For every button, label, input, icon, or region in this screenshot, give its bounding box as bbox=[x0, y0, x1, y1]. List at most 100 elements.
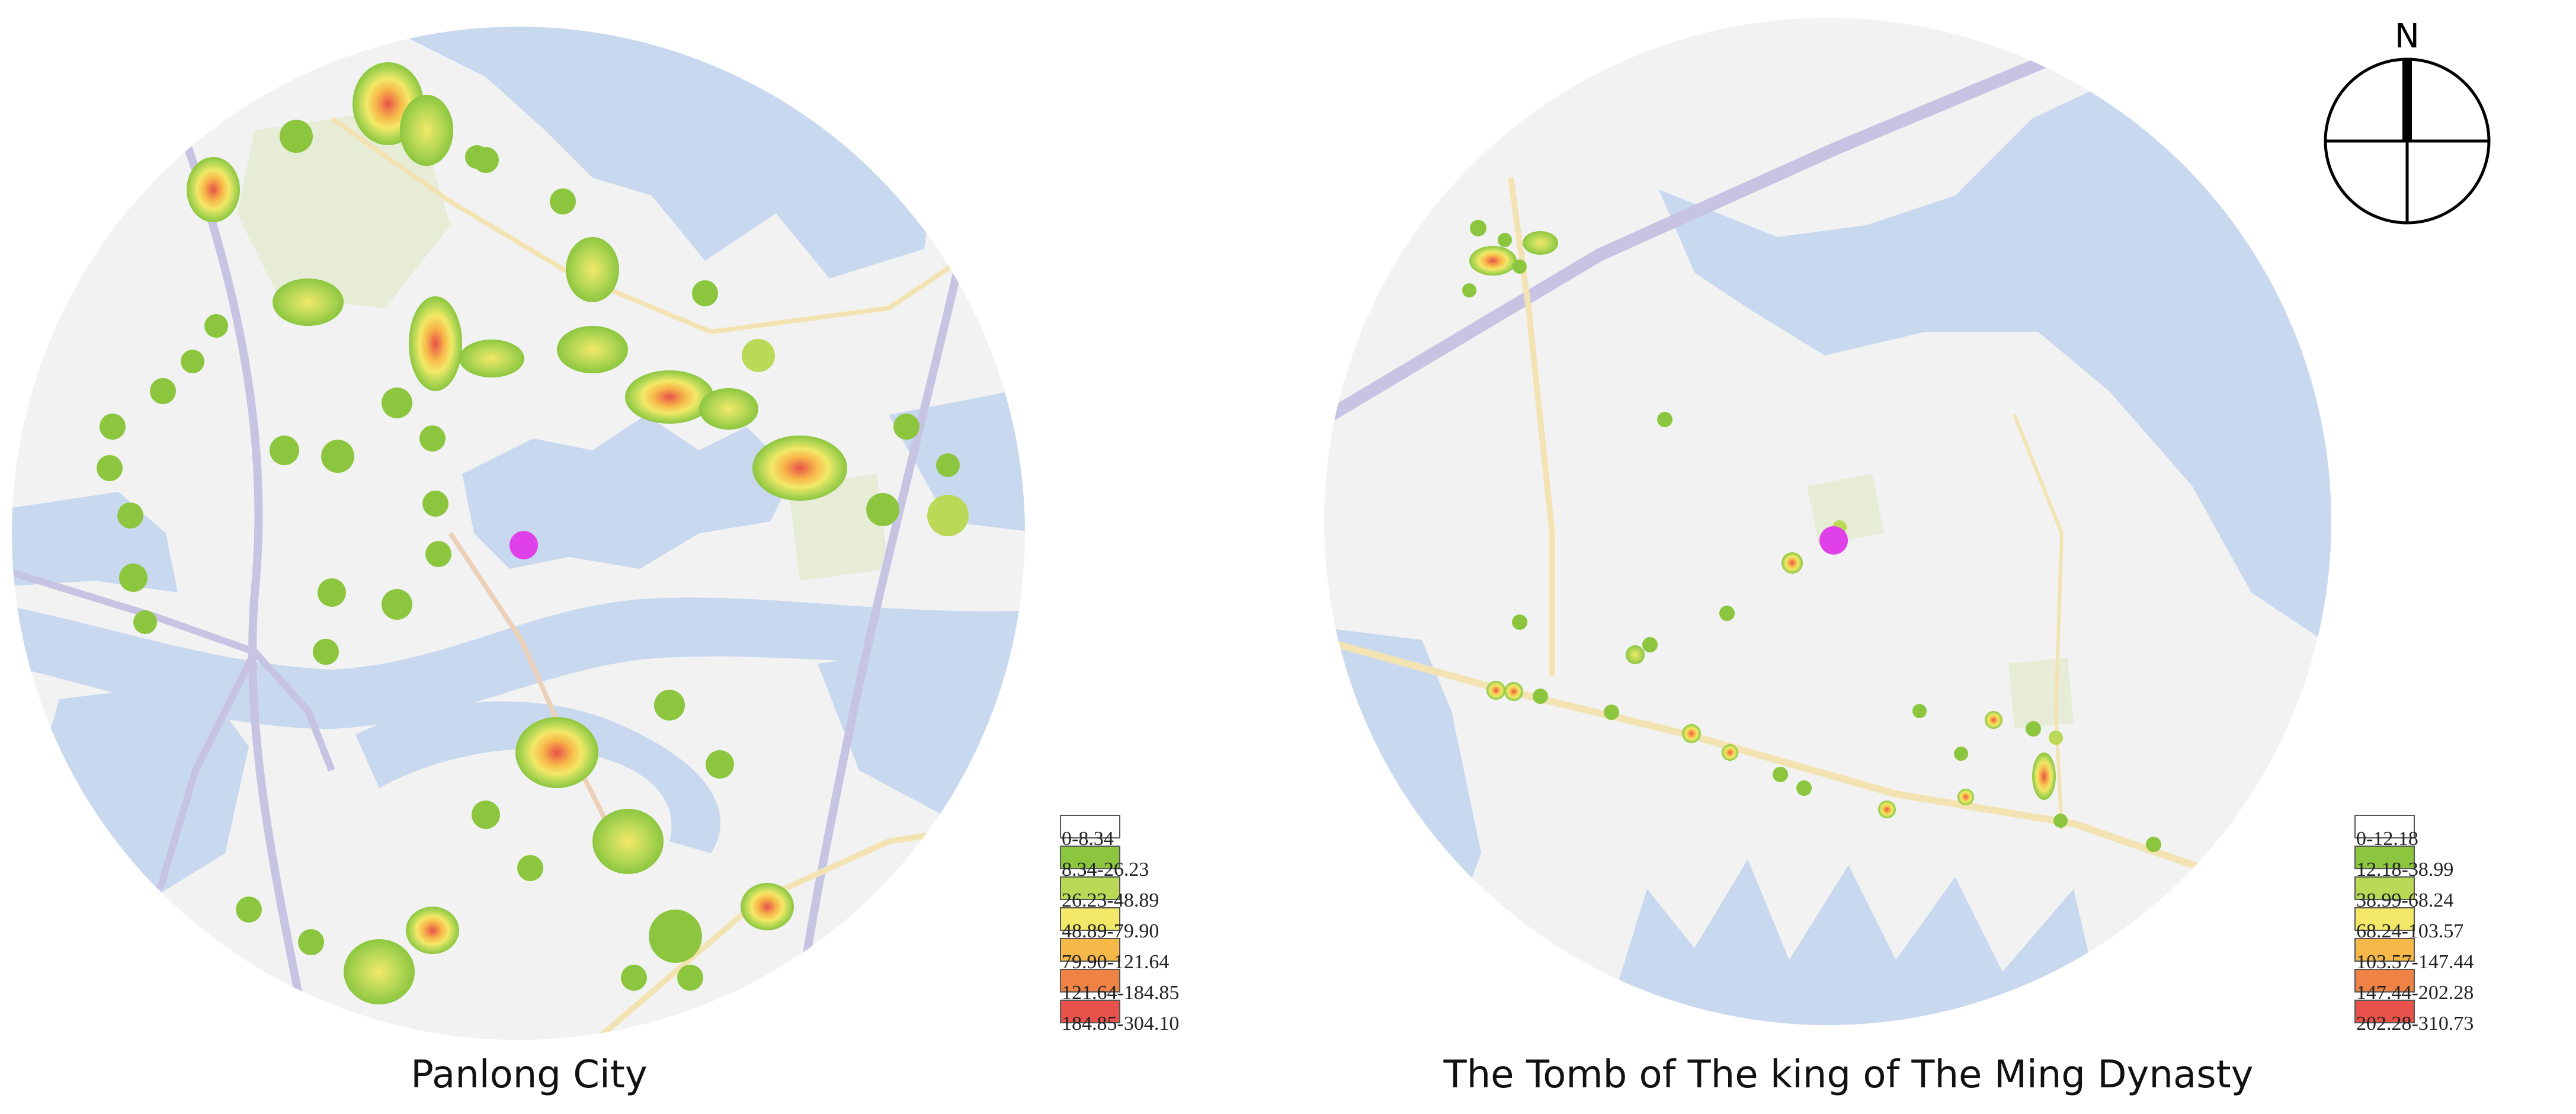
hotspot bbox=[1626, 645, 1645, 664]
map-content-left bbox=[12, 27, 1025, 1040]
hotspot bbox=[270, 436, 299, 465]
legend-panlong: 0-8.348.34-26.2326.23-48.8948.89-79.9079… bbox=[1060, 815, 1179, 1035]
map-title-ming-tomb: The Tomb of The king of The Ming Dynasty bbox=[1443, 1053, 2253, 1097]
legend-swatch bbox=[2354, 876, 2415, 900]
hotspot bbox=[117, 502, 143, 529]
hotspot bbox=[1469, 246, 1517, 276]
hotspot bbox=[2049, 731, 2063, 745]
hotspot bbox=[1642, 637, 1658, 652]
site-marker bbox=[1819, 526, 1848, 555]
lake-center bbox=[462, 415, 794, 569]
river-main bbox=[12, 597, 1025, 729]
hotspot bbox=[318, 578, 346, 607]
hotspot bbox=[741, 883, 794, 930]
park-area bbox=[237, 107, 450, 308]
hotspot bbox=[1604, 705, 1619, 720]
hotspot bbox=[654, 690, 685, 721]
legend-swatch bbox=[2354, 907, 2415, 931]
hotspot bbox=[133, 610, 157, 634]
river-loop bbox=[355, 701, 721, 853]
hotspot bbox=[517, 855, 543, 881]
hotspot bbox=[699, 388, 758, 430]
hotspot bbox=[1773, 767, 1788, 782]
hotspot bbox=[1957, 789, 1974, 805]
hotspot bbox=[1719, 606, 1735, 621]
hotspot bbox=[592, 809, 664, 874]
hotspot bbox=[1486, 681, 1505, 700]
hotspot bbox=[425, 541, 451, 567]
hotspot bbox=[1878, 801, 1896, 818]
highway-west bbox=[174, 117, 312, 1040]
hotspot bbox=[382, 388, 412, 418]
road-north bbox=[330, 116, 962, 335]
legend-swatch bbox=[2354, 846, 2415, 869]
hotspot bbox=[273, 278, 344, 326]
hotspot bbox=[2032, 753, 2056, 800]
hotspot bbox=[465, 145, 489, 169]
legend-label: 202.28-310.73 bbox=[2356, 1013, 2474, 1035]
hotspot bbox=[459, 340, 524, 377]
hotspot bbox=[557, 326, 628, 373]
road-east-right bbox=[2013, 414, 2064, 830]
hotspot bbox=[677, 965, 703, 991]
hotspot bbox=[621, 965, 647, 991]
heatmap-left bbox=[97, 62, 969, 1004]
hotspot bbox=[1796, 780, 1812, 796]
legend-swatch bbox=[2354, 969, 2415, 993]
hotspot bbox=[406, 907, 459, 954]
hotspot bbox=[181, 350, 204, 373]
highway-east bbox=[790, 260, 964, 1040]
hotspot bbox=[1523, 231, 1558, 255]
hotspot bbox=[204, 314, 228, 338]
road-diagonal bbox=[448, 532, 619, 843]
legend-swatch bbox=[1060, 846, 1120, 869]
road-main-right bbox=[1324, 636, 2229, 881]
reservoir-east bbox=[1659, 53, 2331, 652]
north-label: N bbox=[2395, 17, 2420, 56]
hotspot bbox=[692, 280, 718, 306]
hotspot bbox=[1462, 283, 1476, 297]
panlong-map bbox=[12, 27, 1025, 1040]
hotspot bbox=[2026, 721, 2041, 737]
hotspot bbox=[550, 188, 576, 215]
legend-swatch bbox=[1060, 1000, 1120, 1023]
hotspot bbox=[472, 801, 500, 829]
hotspot bbox=[927, 495, 969, 536]
legend-swatch bbox=[2354, 815, 2415, 838]
hotspot bbox=[400, 95, 453, 166]
ming-tomb-map bbox=[1324, 18, 2331, 1025]
hotspot bbox=[1782, 552, 1803, 574]
hotspot bbox=[344, 939, 415, 1004]
hotspot bbox=[321, 440, 354, 473]
hotspot bbox=[706, 750, 734, 779]
legend-swatch bbox=[1060, 815, 1120, 838]
hotspot bbox=[649, 910, 702, 963]
hotspot bbox=[119, 564, 148, 592]
park-tomb-2 bbox=[2008, 658, 2074, 729]
hotspot bbox=[97, 455, 123, 481]
hotspot bbox=[236, 897, 262, 923]
map-title-panlong: Panlong City bbox=[411, 1053, 647, 1097]
legend-swatch bbox=[2354, 938, 2415, 962]
hotspot bbox=[752, 436, 847, 501]
highway-diagonal bbox=[1324, 53, 2053, 427]
hotspot bbox=[1504, 682, 1523, 701]
hotspot bbox=[419, 425, 446, 452]
legend-swatch bbox=[1060, 907, 1120, 931]
hotspot bbox=[298, 929, 324, 955]
hotspot bbox=[2146, 837, 2161, 852]
hotspot bbox=[742, 339, 775, 372]
hotspot bbox=[1470, 220, 1486, 236]
lake-east bbox=[889, 385, 1025, 533]
legend-ming-tomb: 0-12.1812.18-38.9938.99-68.2468.24-103.5… bbox=[2354, 815, 2474, 1035]
hotspot bbox=[1912, 704, 1927, 718]
hotspot bbox=[566, 237, 619, 302]
hotspot bbox=[1954, 747, 1968, 761]
hotspot bbox=[280, 120, 313, 153]
legend-swatch bbox=[2354, 1000, 2415, 1023]
hotspot bbox=[936, 453, 960, 477]
legend-swatch bbox=[1060, 969, 1120, 993]
hotspot bbox=[2053, 814, 2068, 828]
hotspot bbox=[187, 157, 240, 222]
